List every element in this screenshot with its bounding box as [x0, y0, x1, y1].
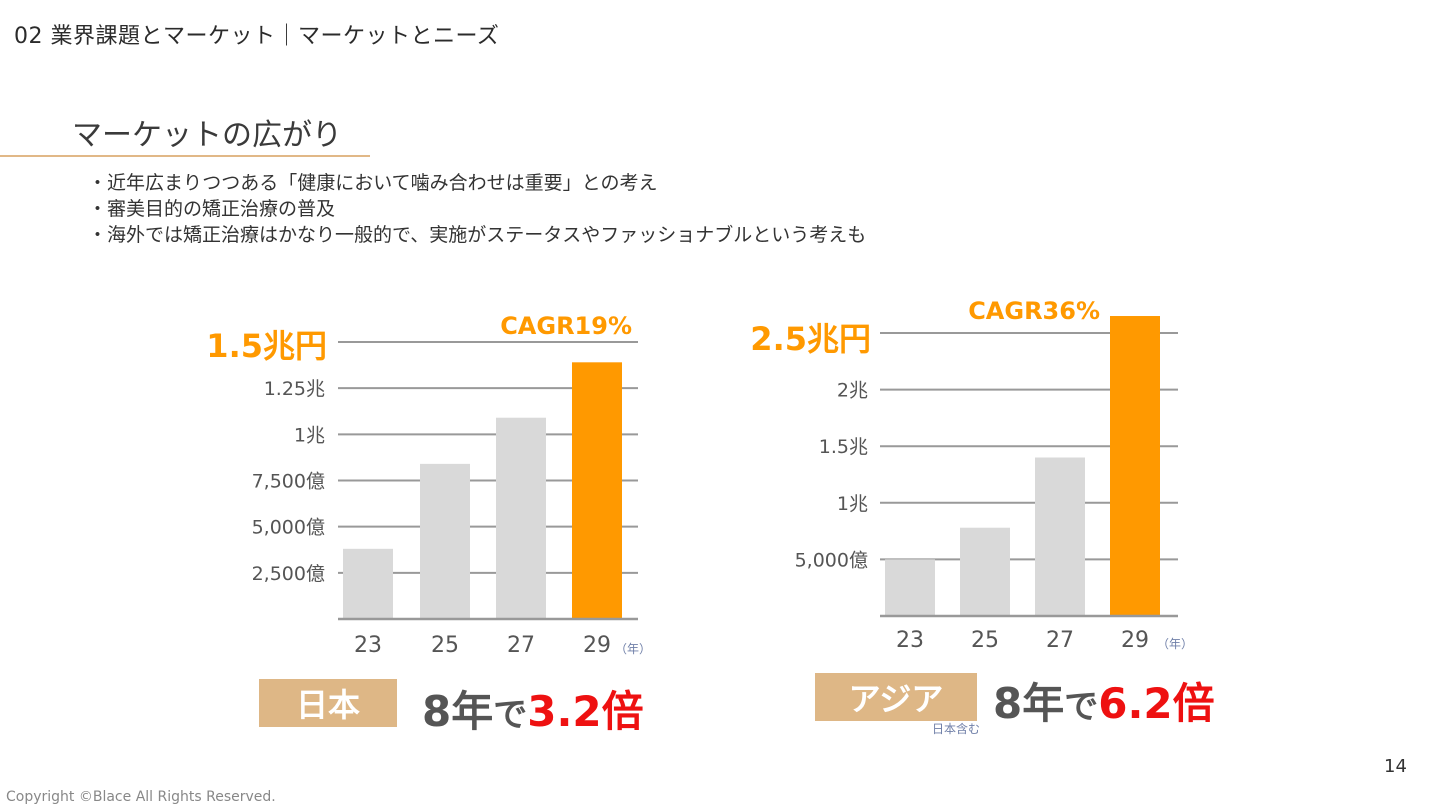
page-header-title: 02 業界課題とマーケット｜マーケットとニーズ	[14, 24, 500, 49]
x-unit-label: （年）	[1157, 637, 1193, 651]
cagr-annotation: CAGR19%	[500, 312, 632, 340]
growth-summary-asia: 8年 で 6.2倍	[993, 670, 1215, 731]
x-tick-label: 23	[896, 628, 924, 653]
y-tick-label: 7,500億	[252, 471, 325, 493]
x-unit-label: （年）	[615, 642, 651, 656]
x-tick-label: 29	[583, 633, 611, 658]
y-tick-label: 5,000億	[252, 517, 325, 539]
asia-note: 日本含む	[932, 722, 981, 736]
x-tick-label: 27	[507, 633, 535, 658]
y-tick-label: 2兆	[837, 380, 868, 402]
bullet-item: 海外では矯正治療はかなり一般的で、実施がステータスやファッショナブルという考えも	[88, 222, 866, 248]
bar-29	[572, 362, 622, 619]
x-tick-label: 29	[1121, 628, 1149, 653]
top-value-label: 2.5兆円	[750, 320, 871, 358]
y-tick-label: 1.5兆	[819, 436, 868, 458]
bullet-list: 近年広まりつつある「健康において噛み合わせは重要」との考え 審美目的の矯正治療の…	[88, 170, 866, 248]
y-tick-label: 2,500億	[252, 563, 325, 585]
bar-29	[1110, 316, 1160, 616]
growth-period: 8年	[993, 679, 1065, 728]
x-tick-label: 23	[354, 633, 382, 658]
growth-connector: で	[493, 695, 528, 735]
bar-23	[343, 548, 393, 619]
region-tag-japan: 日本	[259, 679, 397, 727]
bar-27	[496, 417, 546, 619]
growth-connector: で	[1064, 687, 1099, 727]
x-tick-label: 25	[431, 633, 459, 658]
y-tick-label: 1兆	[837, 493, 868, 515]
growth-summary-japan: 8年 で 3.2倍	[422, 678, 644, 739]
section-title: マーケットの広がり	[72, 118, 342, 153]
page-number: 14	[1384, 756, 1407, 777]
growth-multiple: 3.2倍	[527, 687, 644, 736]
x-tick-label: 27	[1046, 628, 1074, 653]
top-value-label: 1.5兆円	[206, 327, 327, 365]
bar-23	[885, 559, 935, 616]
copyright: Copyright ©Blace All Rights Reserved.	[6, 789, 276, 805]
bar-25	[960, 527, 1010, 616]
growth-period: 8年	[422, 687, 494, 736]
bullet-item: 審美目的の矯正治療の普及	[88, 196, 866, 222]
bullet-item: 近年広まりつつある「健康において噛み合わせは重要」との考え	[88, 170, 866, 196]
cagr-annotation: CAGR36%	[968, 297, 1100, 325]
growth-multiple: 6.2倍	[1098, 679, 1215, 728]
bar-27	[1035, 457, 1085, 616]
bar-25	[420, 463, 470, 619]
x-tick-label: 25	[971, 628, 999, 653]
y-tick-label: 5,000億	[795, 549, 868, 571]
y-tick-label: 1.25兆	[264, 378, 325, 400]
y-tick-label: 1兆	[294, 424, 325, 446]
section-underline	[0, 155, 370, 157]
region-tag-asia: アジア	[815, 673, 977, 721]
